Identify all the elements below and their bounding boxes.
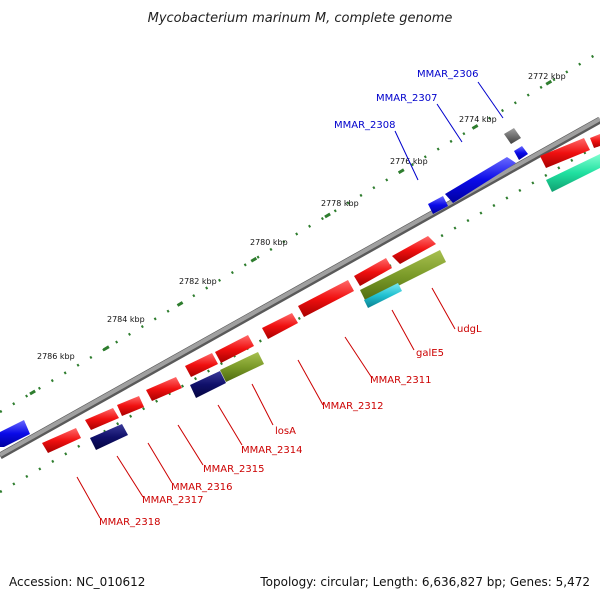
- gene-arrow-grey[interactable]: [504, 128, 521, 144]
- inner-tick-dots: [0, 142, 600, 494]
- leader-MMAR_2307: [436, 103, 463, 143]
- kbp-label-2780: 2780 kbp: [250, 238, 288, 247]
- feature-bar-navy-1[interactable]: [190, 371, 226, 398]
- gene-arrow-MMAR_2315[interactable]: [146, 377, 182, 401]
- gene-label-galE5[interactable]: galE5: [416, 348, 444, 359]
- leader-MMAR_2317: [116, 455, 144, 498]
- gene-label-MMAR_2314[interactable]: MMAR_2314: [241, 445, 303, 456]
- gene-arrow-udgL[interactable]: [392, 236, 436, 264]
- forward-strand-track: [0, 128, 528, 447]
- kbp-label-2778: 2778 kbp: [321, 199, 359, 208]
- gene-label-MMAR_2316[interactable]: MMAR_2316: [171, 482, 233, 493]
- leader-MMAR_2314: [217, 404, 243, 446]
- gene-arrow-MMAR_2312[interactable]: [262, 313, 298, 339]
- genome-backbone: [0, 116, 600, 460]
- leader-MMAR_2315: [177, 424, 204, 466]
- kbp-label-2786: 2786 kbp: [37, 352, 75, 361]
- feature-bar-olive-1[interactable]: [360, 250, 446, 302]
- gene-label-udgL[interactable]: udgL: [457, 324, 482, 335]
- kbp-label-2782: 2782 kbp: [179, 277, 217, 286]
- outer-tick-dots: [0, 50, 600, 414]
- gene-arrow-MMAR_2318[interactable]: [42, 428, 81, 453]
- leader-MMAR_2306: [477, 81, 504, 119]
- gene-arrow-MMAR_2307[interactable]: [445, 157, 516, 203]
- leader-MMAR_2311: [344, 336, 373, 379]
- gene-arrow-MMAR_2317[interactable]: [85, 408, 119, 430]
- genome-summary-text: Topology: circular; Length: 6,636,827 bp…: [259, 575, 590, 589]
- gene-arrow-losA[interactable]: [215, 335, 254, 363]
- gene-arrow-MMAR_2308[interactable]: [428, 196, 448, 214]
- kbp-label-2772: 2772 kbp: [528, 72, 566, 81]
- leader-MMAR_2318: [76, 476, 101, 519]
- feature-track: [90, 154, 600, 450]
- label-leaders: [76, 81, 504, 519]
- outer-scale-ring: [0, 50, 600, 414]
- gene-label-MMAR_2318[interactable]: MMAR_2318: [99, 517, 161, 528]
- gene-arrow-galE5[interactable]: [354, 258, 392, 286]
- gene-arrow-MMAR_2316[interactable]: [117, 396, 144, 416]
- feature-bar-navy-2[interactable]: [90, 424, 128, 450]
- gene-label-MMAR_2312[interactable]: MMAR_2312: [322, 401, 384, 412]
- gene-labels: MMAR_2306 MMAR_2307 MMAR_2308 udgL galE5…: [99, 69, 482, 528]
- kbp-label-2784: 2784 kbp: [107, 315, 145, 324]
- leader-MMAR_2308: [394, 130, 419, 181]
- gene-arrow-MMAR_2314[interactable]: [185, 353, 218, 377]
- gene-arrow-MMAR_2311[interactable]: [298, 280, 354, 317]
- leader-galE5: [391, 309, 415, 351]
- feature-bar-teal[interactable]: [546, 154, 600, 192]
- gene-label-MMAR_2315[interactable]: MMAR_2315: [203, 464, 265, 475]
- map-title: Mycobacterium marinum M, complete genome: [148, 11, 453, 26]
- feature-bar-olive-2[interactable]: [220, 352, 264, 382]
- gene-arrow-left-blue[interactable]: [0, 420, 30, 447]
- gene-arrow-MMAR_2306[interactable]: [514, 146, 528, 160]
- outer-major-ticks: [29, 50, 600, 396]
- kbp-label-2774: 2774 kbp: [459, 115, 497, 124]
- backbone-line: [0, 117, 600, 457]
- gene-label-MMAR_2317[interactable]: MMAR_2317: [142, 495, 204, 506]
- feature-bar-cyan[interactable]: [364, 283, 402, 308]
- inner-scale-ring: [0, 142, 600, 494]
- gene-label-MMAR_2311[interactable]: MMAR_2311: [370, 375, 432, 386]
- reverse-strand-track: [42, 134, 600, 453]
- gene-label-MMAR_2306[interactable]: MMAR_2306: [417, 69, 479, 80]
- gene-arrow-right-red[interactable]: [540, 138, 590, 168]
- kbp-labels: 2772 kbp 2774 kbp 2776 kbp 2778 kbp 2780…: [37, 72, 566, 361]
- leader-MMAR_2312: [297, 359, 324, 406]
- leader-udgL: [431, 287, 456, 330]
- leader-MMAR_2316: [147, 442, 173, 484]
- gene-label-MMAR_2308[interactable]: MMAR_2308: [334, 120, 396, 131]
- gene-label-MMAR_2307[interactable]: MMAR_2307: [376, 93, 438, 104]
- accession-text: Accession: NC_010612: [9, 575, 145, 589]
- gene-arrow-right-red-2[interactable]: [590, 134, 600, 148]
- leader-losA: [251, 383, 274, 426]
- gene-label-losA[interactable]: losA: [275, 426, 296, 437]
